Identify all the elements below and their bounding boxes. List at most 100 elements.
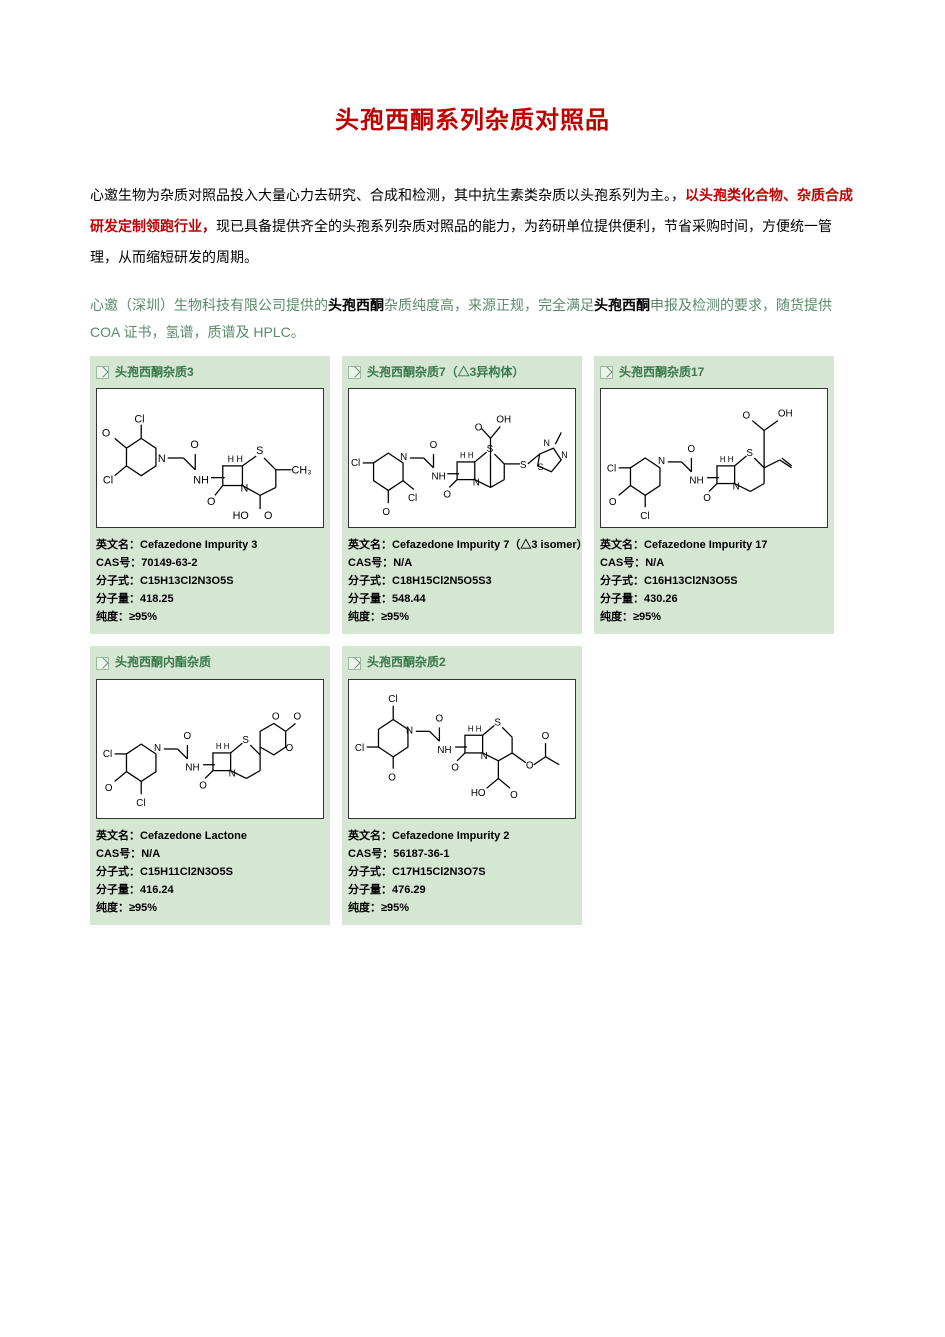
svg-text:O: O (105, 783, 113, 794)
svg-text:S: S (494, 717, 501, 728)
sub-green-2: 杂质纯度高，来源正规，完全满足 (384, 297, 594, 313)
svg-text:O: O (286, 743, 294, 754)
product-card: 头孢西酮杂质2 Cl Cl O N O NH H H O (342, 646, 582, 925)
svg-text:NH: NH (432, 471, 446, 482)
card-title-text: 头孢西酮杂质2 (367, 653, 446, 672)
svg-text:Cl: Cl (408, 493, 417, 504)
svg-text:O: O (703, 493, 711, 504)
svg-text:S: S (746, 448, 753, 459)
svg-text:N: N (733, 481, 740, 492)
label-mw: 分子量： (600, 593, 644, 605)
value-cas: N/A (393, 557, 412, 569)
value-formula: C15H13Cl2N3O5S (140, 575, 234, 587)
svg-text:O: O (183, 731, 191, 742)
svg-text:S: S (520, 460, 527, 471)
svg-text:Cl: Cl (136, 798, 145, 809)
svg-text:N: N (400, 452, 407, 463)
chemical-structure: O Cl Cl N O NH O H H S (96, 388, 324, 528)
page-title: 头孢西酮系列杂质对照品 (90, 100, 855, 135)
chemical-structure: Cl O Cl N O NH H H O S (348, 388, 576, 528)
card-title-bar: 头孢西酮杂质17 (600, 361, 828, 384)
value-purity: ≥95% (381, 611, 409, 623)
svg-text:HO: HO (471, 788, 486, 799)
product-card: 头孢西酮内酯杂质 Cl Cl O N O NH H H (90, 646, 330, 925)
label-cas: CAS号： (96, 557, 141, 569)
label-cas: CAS号： (348, 557, 393, 569)
label-mw: 分子量： (96, 593, 140, 605)
svg-text:OH: OH (496, 414, 511, 425)
svg-text:O: O (382, 507, 390, 518)
label-english: 英文名： (96, 830, 140, 842)
value-cas: 56187-36-1 (393, 848, 449, 860)
value-english: Cefazedone Lactone (140, 830, 247, 842)
svg-text:Cl: Cl (355, 743, 364, 754)
svg-text:O: O (510, 790, 518, 801)
checkbox-icon (600, 366, 613, 379)
svg-text:O: O (609, 497, 617, 508)
sub-bold-2: 头孢西酮 (594, 297, 650, 313)
svg-text:O: O (435, 713, 443, 724)
svg-text:O: O (742, 410, 750, 421)
svg-text:Cl: Cl (640, 511, 649, 522)
value-cas: N/A (141, 848, 160, 860)
label-mw: 分子量： (348, 884, 392, 896)
svg-text:H H: H H (228, 454, 243, 464)
product-card: 头孢西酮杂质3 O Cl Cl N O NH O H H (90, 356, 330, 635)
value-cas: 70149-63-2 (141, 557, 197, 569)
sub-green-1: 心邀（深圳）生物科技有限公司提供的 (90, 297, 328, 313)
card-title-text: 头孢西酮杂质7（△3异构体） (367, 363, 524, 382)
label-purity: 纯度： (600, 611, 633, 623)
svg-text:N: N (658, 456, 665, 467)
label-formula: 分子式： (348, 866, 392, 878)
svg-text:Cl: Cl (103, 474, 113, 486)
svg-text:N: N (240, 482, 248, 494)
svg-text:Cl: Cl (351, 458, 360, 469)
label-mw: 分子量： (348, 593, 392, 605)
svg-text:O: O (687, 444, 695, 455)
svg-text:Cl: Cl (388, 693, 397, 704)
svg-text:NH: NH (193, 474, 209, 486)
card-info: 英文名：Cefazedone Impurity 2 CAS号：56187-36-… (348, 827, 576, 918)
intro-paragraph: 心邀生物为杂质对照品投入大量心力去研究、合成和检测，其中抗生素类杂质以头孢系列为… (90, 180, 855, 272)
value-formula: C16H13Cl2N3O5S (644, 575, 738, 587)
card-info: 英文名：Cefazedone Impurity 3 CAS号：70149-63-… (96, 536, 324, 627)
svg-text:O: O (264, 510, 272, 522)
svg-text:NH: NH (689, 475, 703, 486)
sub-intro-paragraph: 心邀（深圳）生物科技有限公司提供的头孢西酮杂质纯度高，来源正规，完全满足头孢西酮… (90, 292, 855, 345)
svg-text:S: S (256, 445, 263, 457)
svg-text:H H: H H (216, 742, 230, 751)
label-english: 英文名： (600, 539, 644, 551)
svg-text:O: O (526, 760, 534, 771)
svg-text:S: S (242, 735, 249, 746)
svg-text:H H: H H (460, 451, 474, 460)
value-formula: C17H15Cl2N3O7S (392, 866, 486, 878)
card-title-text: 头孢西酮杂质3 (115, 363, 194, 382)
svg-text:H H: H H (468, 724, 482, 733)
chemical-structure: Cl Cl O N O NH H H O S (600, 388, 828, 528)
svg-text:N: N (544, 438, 550, 448)
card-title-bar: 头孢西酮杂质3 (96, 361, 324, 384)
value-purity: ≥95% (129, 902, 157, 914)
label-english: 英文名： (96, 539, 140, 551)
value-english: Cefazedone Impurity 7（△3 isomer） (392, 539, 588, 551)
checkbox-icon (96, 657, 109, 670)
chemical-structure: Cl Cl O N O NH H H O S (348, 679, 576, 819)
svg-text:O: O (542, 731, 550, 742)
value-mw: 476.29 (392, 884, 426, 896)
value-formula: C18H15Cl2N5O5S3 (392, 575, 492, 587)
label-formula: 分子式： (600, 575, 644, 587)
svg-text:O: O (430, 440, 438, 451)
svg-text:Cl: Cl (607, 464, 616, 475)
label-cas: CAS号： (600, 557, 645, 569)
value-mw: 548.44 (392, 593, 426, 605)
svg-text:N: N (158, 453, 166, 465)
value-purity: ≥95% (633, 611, 661, 623)
card-title-bar: 头孢西酮杂质7（△3异构体） (348, 361, 576, 384)
card-title-text: 头孢西酮内酯杂质 (115, 653, 211, 672)
svg-text:N: N (481, 750, 488, 761)
svg-text:O: O (451, 762, 459, 773)
label-english: 英文名： (348, 830, 392, 842)
svg-text:O: O (443, 489, 451, 500)
svg-text:O: O (388, 772, 396, 783)
svg-text:N: N (229, 768, 236, 779)
